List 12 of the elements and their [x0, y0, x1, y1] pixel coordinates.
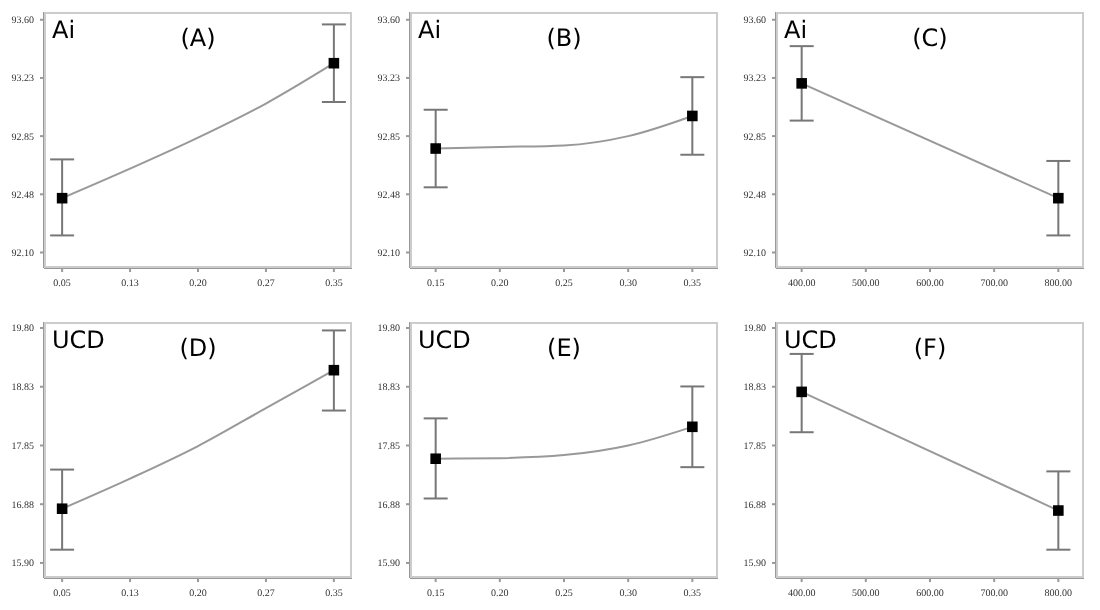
annotation: Ai [784, 16, 808, 44]
text: (C) [912, 24, 948, 52]
text: (F) [913, 333, 947, 361]
annotation: UCD [784, 325, 837, 353]
text: (A) [180, 24, 216, 52]
annotation: UCD [52, 325, 105, 353]
annotation: Ai [52, 16, 76, 44]
text: (B) [546, 24, 582, 52]
text: (D) [179, 333, 217, 361]
text: (E) [547, 333, 581, 361]
annotation: Ai [418, 16, 442, 44]
annotation: UCD [418, 325, 471, 353]
